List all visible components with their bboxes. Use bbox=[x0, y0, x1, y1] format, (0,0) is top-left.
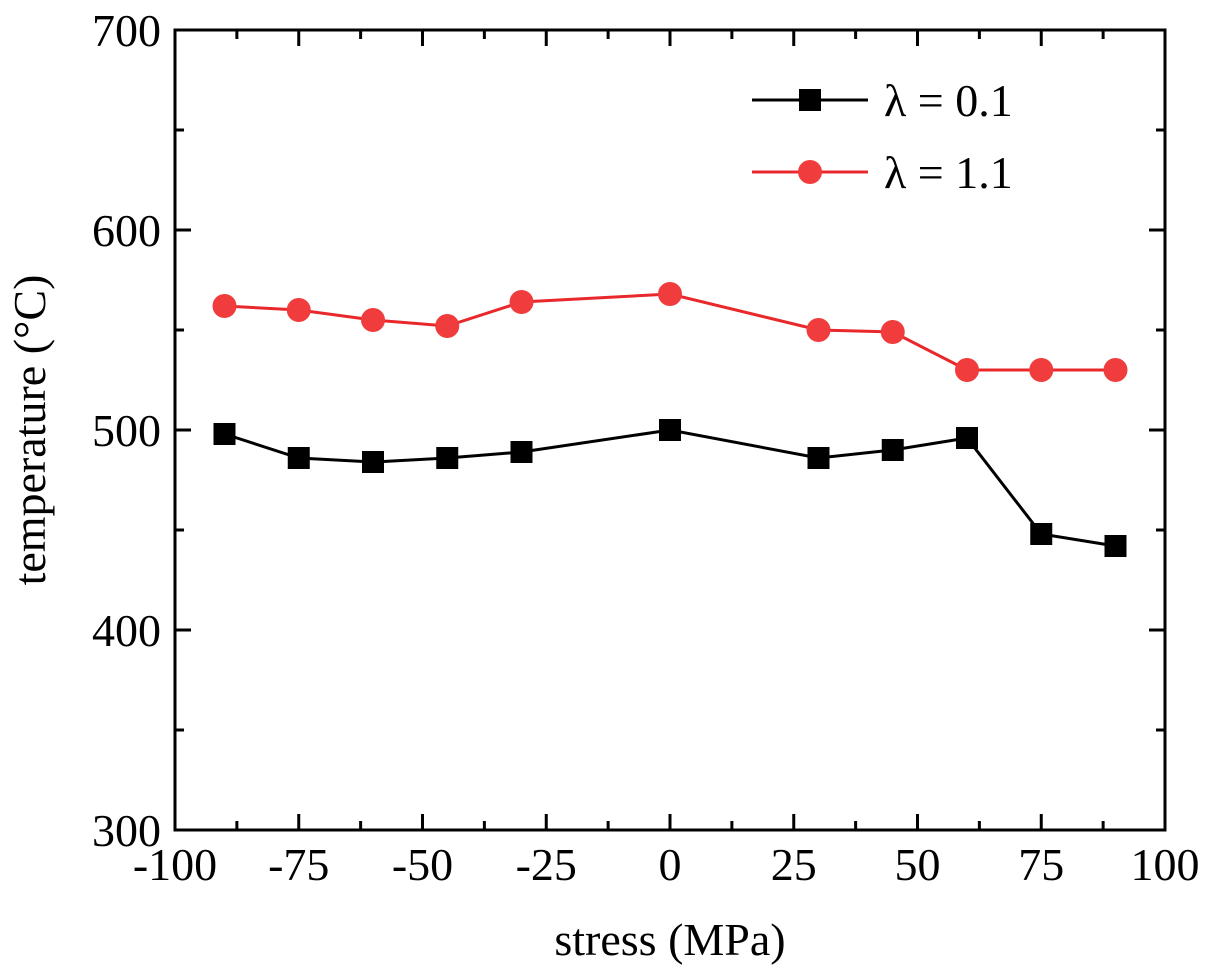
plot-frame bbox=[173, 28, 1167, 832]
data-point bbox=[212, 294, 237, 318]
x-tick-label: -75 bbox=[268, 839, 329, 890]
x-tick-label: -25 bbox=[516, 839, 577, 890]
data-point bbox=[807, 447, 830, 469]
legend-label: λ = 1.1 bbox=[884, 147, 1013, 198]
series-layer bbox=[212, 282, 1128, 557]
data-point bbox=[510, 441, 533, 463]
data-point bbox=[509, 290, 534, 314]
data-point bbox=[1029, 358, 1054, 382]
data-point bbox=[1104, 535, 1127, 557]
data-point bbox=[1103, 358, 1128, 382]
data-point bbox=[659, 419, 681, 441]
legend-item: λ = 0.1 bbox=[752, 75, 1013, 126]
data-point bbox=[880, 320, 905, 344]
data-point bbox=[213, 423, 236, 445]
data-point bbox=[361, 308, 385, 332]
series-line bbox=[224, 428, 1116, 548]
x-tick-label: 50 bbox=[895, 839, 941, 890]
x-tick-label: 25 bbox=[771, 839, 817, 890]
data-point bbox=[956, 427, 978, 449]
data-point bbox=[435, 314, 460, 338]
legend-label: λ = 0.1 bbox=[884, 75, 1013, 126]
x-axis-title: stress (MPa) bbox=[554, 914, 785, 965]
data-point bbox=[436, 447, 459, 469]
y-tick-label: 300 bbox=[92, 805, 161, 856]
legend: λ = 0.1 λ = 1.1 bbox=[752, 75, 1013, 198]
data-point bbox=[955, 358, 979, 382]
x-tick-labels: -100 -75 -50 -25 0 25 50 75 100 bbox=[133, 839, 1200, 890]
x-tick-label: -50 bbox=[392, 839, 453, 890]
y-tick-label: 400 bbox=[92, 605, 161, 656]
x-tick-label: 0 bbox=[659, 839, 682, 890]
legend-marker bbox=[798, 160, 822, 184]
legend-marker bbox=[799, 89, 821, 111]
y-tick-label: 700 bbox=[92, 5, 161, 56]
data-point bbox=[881, 439, 904, 461]
y-tick-label: 500 bbox=[92, 405, 161, 456]
y-tick-label: 600 bbox=[92, 205, 161, 256]
data-point bbox=[286, 298, 311, 322]
series-2 bbox=[212, 282, 1128, 382]
data-point bbox=[806, 318, 831, 342]
x-tick-label: 75 bbox=[1018, 839, 1064, 890]
x-tick-label: 100 bbox=[1131, 839, 1200, 890]
series-1 bbox=[213, 419, 1127, 557]
x-tick-label: -100 bbox=[133, 839, 217, 890]
y-axis-title: temperature (°C) bbox=[4, 275, 55, 586]
data-point bbox=[287, 447, 310, 469]
data-point bbox=[658, 282, 682, 306]
legend-item: λ = 1.1 bbox=[752, 147, 1013, 198]
data-point bbox=[1030, 523, 1053, 545]
y-tick-labels: 300 400 500 600 700 bbox=[92, 5, 161, 856]
data-point bbox=[362, 451, 384, 473]
